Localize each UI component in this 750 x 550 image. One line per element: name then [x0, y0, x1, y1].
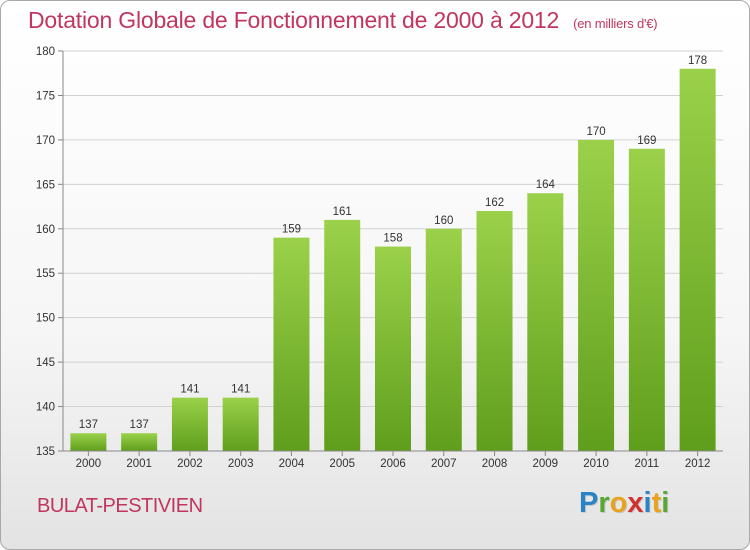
x-tick-label: 2011 — [634, 458, 659, 470]
chart-title: Dotation Globale de Fonctionnement de 20… — [28, 7, 658, 34]
x-tick-label: 2003 — [228, 458, 254, 470]
bar-value-label: 160 — [434, 215, 453, 227]
logo-letter: t — [651, 487, 662, 519]
bar — [121, 433, 158, 451]
bar-value-label: 141 — [180, 384, 199, 396]
bar — [171, 397, 208, 451]
title-text: Dotation Globale de Fonctionnement de 20… — [28, 7, 560, 33]
bar — [578, 139, 615, 451]
x-tick-label: 2009 — [533, 458, 559, 470]
axes: 135 140 145 150 155 160 165 170 175 180 2000 2001 20… — [36, 46, 723, 470]
y-tick-label: 165 — [36, 179, 55, 191]
bar-value-label: 158 — [383, 233, 402, 245]
bar — [425, 228, 462, 451]
x-tick-label: 2007 — [431, 458, 457, 470]
y-tick-label: 175 — [36, 90, 55, 102]
bar — [527, 193, 564, 451]
y-tick-label: 135 — [36, 446, 55, 458]
value-labels: 137 137 141 141 159 161 158 160 162 164 170 169 178 — [79, 55, 707, 431]
unit-label: (en milliers d'€) — [573, 16, 658, 31]
bar — [222, 397, 259, 451]
bar-value-label: 170 — [586, 126, 605, 138]
y-tick-label: 180 — [36, 46, 55, 58]
x-tick-label: 2002 — [177, 458, 203, 470]
x-tick-label: 2008 — [482, 458, 508, 470]
bar — [70, 433, 107, 451]
bar-value-label: 161 — [333, 206, 352, 218]
proxiti-logo: Proxiti — [579, 487, 669, 520]
x-tick-label: 2012 — [685, 458, 711, 470]
bar — [273, 237, 310, 451]
y-tick-label: 155 — [36, 268, 55, 280]
logo-letter: i — [661, 487, 670, 519]
commune-name: BULAT-PESTIVIEN — [37, 495, 203, 517]
bar — [679, 68, 716, 452]
bar-value-label: 141 — [231, 384, 250, 396]
y-tick-label: 140 — [36, 402, 55, 414]
y-tick-label: 170 — [36, 135, 55, 147]
bar-value-label: 137 — [130, 419, 149, 431]
bar-value-label: 169 — [637, 135, 656, 147]
x-tick-label: 2001 — [126, 458, 152, 470]
bar — [628, 148, 665, 451]
y-tick-label: 160 — [36, 224, 55, 236]
bar-value-label: 164 — [536, 179, 556, 191]
logo-letter: x — [627, 487, 644, 519]
bar-value-label: 178 — [688, 55, 707, 67]
x-tick-label: 2004 — [279, 458, 305, 470]
bar-value-label: 159 — [282, 224, 301, 236]
y-tick-label: 145 — [36, 357, 55, 369]
y-tick-label: 150 — [36, 313, 55, 325]
x-tick-label: 2006 — [380, 458, 406, 470]
x-tick-label: 2005 — [329, 458, 355, 470]
logo-letter: P — [579, 487, 599, 519]
bar-value-label: 162 — [485, 197, 504, 209]
bar — [476, 211, 513, 451]
bar — [324, 219, 361, 451]
x-tick-label: 2010 — [583, 458, 609, 470]
logo-letter: o — [609, 487, 628, 519]
bars — [70, 68, 716, 452]
logo-letter: i — [643, 487, 652, 519]
x-tick-label: 2000 — [76, 458, 102, 470]
bar-value-label: 137 — [79, 419, 98, 431]
logo-letter: r — [598, 487, 610, 519]
bar — [375, 246, 411, 451]
